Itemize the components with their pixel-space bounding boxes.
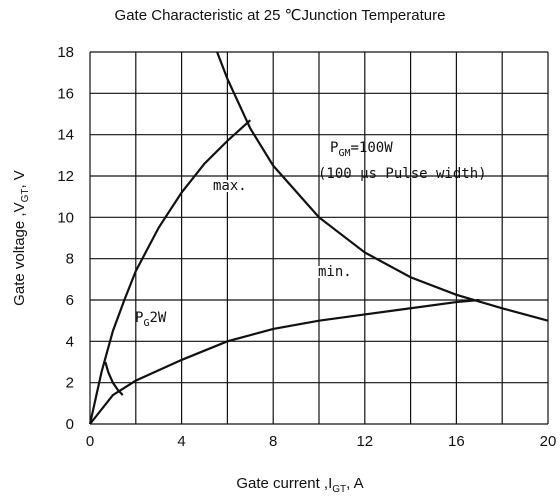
x-tick-label: 12: [356, 433, 373, 450]
y-label-text: Gate voltage ,V: [11, 202, 28, 305]
x-label-text: Gate current ,I: [236, 475, 332, 492]
pgm-sub: GM: [338, 148, 350, 159]
y-tick-label: 14: [57, 127, 74, 144]
chart-title: Gate Characteristic at 25 ℃Junction Temp…: [115, 7, 446, 24]
pg-sub: G: [143, 318, 149, 329]
y-tick-label: 10: [57, 209, 74, 226]
series-line: [104, 361, 124, 396]
x-axis-label: Gate current ,IGT, A: [236, 475, 363, 495]
pg-label: PG2W: [135, 310, 167, 329]
y-tick-label: 18: [57, 44, 74, 61]
x-label-unit: , A: [346, 475, 364, 492]
x-label-sub: GT: [332, 484, 346, 495]
series-line: [216, 51, 549, 322]
y-tick-label: 0: [66, 416, 74, 433]
x-tick-label: 20: [540, 433, 557, 450]
y-label-unit: , V: [11, 170, 28, 188]
y-tick-label: 2: [66, 375, 74, 392]
y-label-sub: GT: [20, 189, 31, 203]
pgm-rest: =100W: [350, 140, 393, 156]
x-tick-label: 4: [177, 433, 185, 450]
pg-rest: 2W: [149, 310, 166, 326]
pgm-text: P: [330, 140, 338, 156]
pulse-label: (100 μs Pulse width): [318, 166, 487, 182]
pgm-label: PGM=100W: [330, 140, 393, 159]
pg-text: P: [135, 310, 143, 326]
y-tick-label: 6: [66, 292, 74, 309]
y-tick-label: 4: [66, 333, 74, 350]
x-tick-label: 8: [269, 433, 277, 450]
series-line: [88, 119, 252, 425]
y-axis-label: Gate voltage ,VGT, V: [11, 170, 31, 306]
x-tick-label: 0: [86, 433, 94, 450]
y-tick-label: 16: [57, 85, 74, 102]
x-tick-label: 16: [448, 433, 465, 450]
y-tick-label: 12: [57, 168, 74, 185]
y-tick-label: 8: [66, 251, 74, 268]
series-label: min.: [318, 264, 352, 280]
series-line: [89, 298, 480, 425]
series-label: max.: [213, 178, 247, 194]
